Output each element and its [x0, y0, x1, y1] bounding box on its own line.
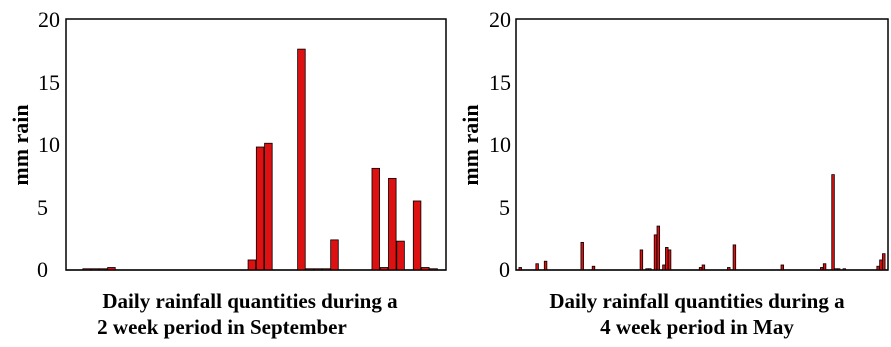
- y-tick-label: 0: [499, 257, 510, 282]
- rain-bar: [264, 142, 273, 271]
- rain-bar: [831, 174, 835, 271]
- rain-bar: [396, 240, 405, 271]
- rain-bar: [882, 253, 886, 271]
- rain-bar: [701, 264, 706, 271]
- chart-may: 0 5 10 15 20 mm rain Daily rainfall quan…: [458, 7, 889, 339]
- rain-bar: [543, 260, 548, 271]
- y-tick-label: 20: [489, 7, 511, 32]
- y-tick-label: 10: [38, 132, 60, 157]
- rain-bar: [330, 239, 339, 271]
- y-tick-label: 0: [37, 257, 48, 282]
- bars-september: [66, 48, 446, 271]
- rain-bar: [247, 259, 257, 271]
- rain-bar: [255, 146, 265, 271]
- y-tick-label: 20: [38, 7, 60, 32]
- y-axis-label: mm rain: [8, 104, 33, 185]
- rain-bar: [297, 48, 306, 271]
- rain-bar: [388, 177, 397, 271]
- rain-bar: [653, 234, 658, 271]
- rain-bar: [822, 263, 827, 271]
- y-tick-label: 10: [489, 132, 511, 157]
- rain-bar: [879, 259, 883, 271]
- rain-bar: [639, 249, 644, 271]
- rain-bar: [656, 225, 661, 271]
- chart-caption-line-2: 2 week period in September: [97, 315, 347, 339]
- y-axis-label: mm rain: [458, 104, 483, 185]
- rain-bar: [780, 264, 785, 271]
- rain-bar: [662, 264, 666, 271]
- bars-may: [516, 174, 888, 271]
- chart-caption-line-1: Daily rainfall quantities during a: [102, 289, 398, 313]
- y-tick-label: 5: [37, 195, 48, 220]
- chart-caption-line-2: 4 week period in May: [600, 315, 794, 339]
- rain-bar: [580, 241, 584, 271]
- y-tick-label: 15: [38, 70, 60, 95]
- y-tick-label: 15: [489, 70, 511, 95]
- rain-bar: [371, 167, 380, 271]
- chart-september: 0 5 10 15 20 mm rain Daily rainfall quan…: [8, 7, 447, 339]
- rain-bar: [412, 200, 422, 271]
- rain-bar: [535, 263, 539, 271]
- rain-bar: [732, 244, 737, 271]
- rain-bar: [665, 247, 669, 271]
- rain-bar: [667, 249, 672, 271]
- y-tick-label: 5: [499, 195, 510, 220]
- chart-caption-line-1: Daily rainfall quantities during a: [549, 289, 845, 313]
